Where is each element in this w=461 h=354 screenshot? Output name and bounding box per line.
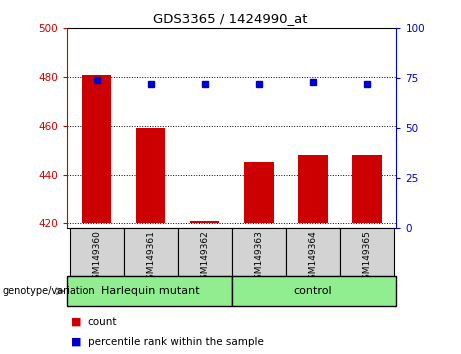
- Bar: [124, 228, 177, 276]
- Bar: [244, 162, 273, 223]
- Bar: [136, 129, 165, 223]
- Bar: [82, 75, 112, 223]
- Text: control: control: [293, 286, 332, 296]
- Bar: [298, 155, 328, 223]
- Text: GSM149365: GSM149365: [362, 230, 371, 285]
- Text: percentile rank within the sample: percentile rank within the sample: [88, 337, 264, 347]
- Text: ■: ■: [71, 337, 82, 347]
- Text: GSM149363: GSM149363: [254, 230, 263, 285]
- Text: GDS3365 / 1424990_at: GDS3365 / 1424990_at: [153, 12, 308, 25]
- Bar: [340, 228, 394, 276]
- Text: GSM149360: GSM149360: [92, 230, 101, 285]
- Bar: [190, 221, 219, 223]
- Bar: [67, 276, 231, 306]
- Bar: [286, 228, 340, 276]
- Bar: [177, 228, 231, 276]
- Text: genotype/variation: genotype/variation: [2, 286, 95, 296]
- Bar: [231, 276, 396, 306]
- Text: count: count: [88, 317, 117, 327]
- Text: Harlequin mutant: Harlequin mutant: [101, 286, 200, 296]
- Text: ■: ■: [71, 317, 82, 327]
- Bar: [70, 228, 124, 276]
- Bar: [231, 228, 286, 276]
- Text: GSM149364: GSM149364: [308, 230, 317, 285]
- Text: GSM149362: GSM149362: [200, 230, 209, 285]
- Bar: [352, 155, 382, 223]
- Text: GSM149361: GSM149361: [146, 230, 155, 285]
